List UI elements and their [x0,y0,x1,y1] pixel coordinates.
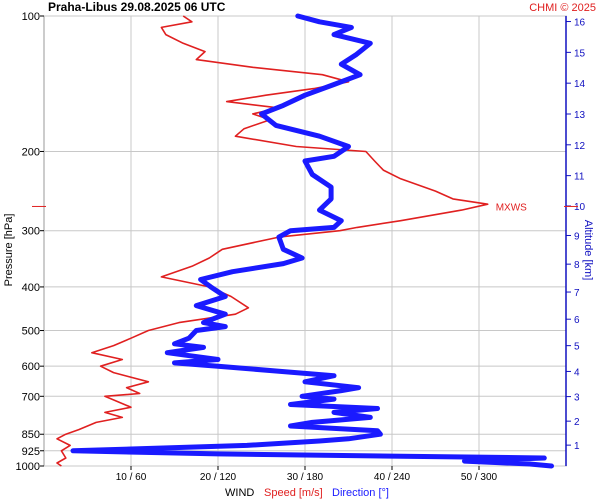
altitude-tick-label: 12 [574,141,586,152]
speed-series [56,15,489,467]
pressure-tick-label: 100 [22,11,40,23]
wind-tick-label: 20 / 120 [200,472,237,483]
altitude-tick-label: 7 [574,288,580,299]
pressure-tick-label: 200 [22,146,40,158]
wind-tick-label: 50 / 300 [461,472,498,483]
altitude-tick-label: 2 [574,417,580,428]
direction-series [70,13,554,469]
credit-label: CHMI © 2025 [529,2,596,14]
altitude-tick-label: 15 [574,48,586,59]
altitude-tick-label: 1 [574,441,580,452]
speed-line [56,15,489,467]
y-axis-left-label: Pressure [hPa] [3,214,15,287]
pressure-tick-label: 400 [22,282,40,294]
pressure-tick-label: 500 [22,326,40,338]
left-axis: 100 200 300 400 500 600 700 850 925 1000 [16,11,44,473]
altitude-tick-label: 16 [574,18,586,29]
pressure-tick-label: 925 [22,446,40,458]
altitude-tick-label: 8 [574,260,580,271]
altitude-tick-label: 13 [574,110,586,121]
x-axis-speed-label: Speed [m/s] [264,487,323,499]
pressure-tick-label: 1000 [16,461,40,473]
chart-title: Praha-Libus 29.08.2025 06 UTC [48,0,226,14]
altitude-tick-label: 6 [574,315,580,326]
altitude-tick-label: 3 [574,393,580,404]
pressure-tick-label: 300 [22,226,40,238]
x-axis-direction-label: Direction [°] [332,487,389,499]
altitude-tick-label: 4 [574,367,580,378]
wind-tick-label: 30 / 180 [287,472,324,483]
direction-line [70,13,554,469]
y-axis-right-label: Altitude [km] [582,220,594,281]
altitude-tick-label: 5 [574,342,580,353]
wind-tick-label: 10 / 60 [116,472,147,483]
altitude-tick-label: 10 [574,202,586,213]
altitude-tick-label: 11 [574,172,585,183]
mxws-annotation: MXWS [496,202,527,213]
pressure-tick-label: 700 [22,391,40,403]
bottom-axis: 10 / 60 20 / 120 30 / 180 40 / 240 50 / 300 [116,466,498,483]
pressure-tick-label: 850 [22,429,40,441]
wind-tick-label: 40 / 240 [374,472,411,483]
altitude-tick-label: 9 [574,231,580,242]
altitude-tick-label: 14 [574,79,586,90]
x-axis-title: WIND [225,487,254,499]
pressure-tick-label: 600 [22,361,40,373]
